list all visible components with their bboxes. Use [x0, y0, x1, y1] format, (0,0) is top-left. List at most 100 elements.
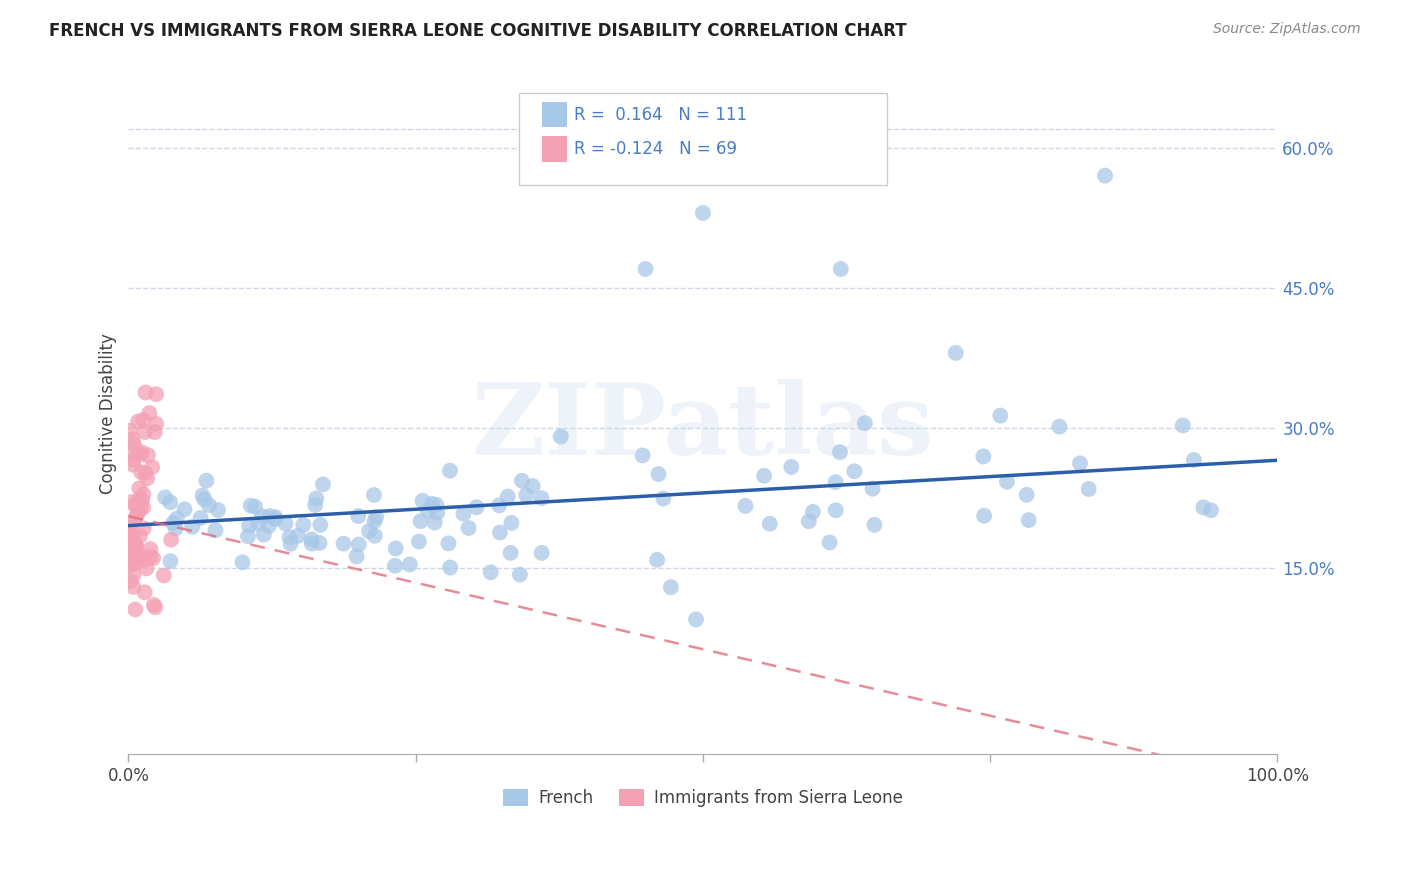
Point: [127, 414, 149, 428]
Point: [652, 491, 675, 506]
Text: Source: ZipAtlas.com: Source: ZipAtlas.com: [1213, 22, 1361, 37]
Point: [439, 464, 461, 478]
Point: [134, 553, 156, 567]
Point: [479, 566, 502, 580]
Point: [136, 471, 159, 485]
Point: [364, 529, 387, 543]
Point: [530, 491, 553, 505]
Point: [243, 500, 266, 514]
Point: [853, 416, 876, 430]
Point: [801, 505, 824, 519]
Point: [252, 509, 274, 524]
Point: [398, 558, 420, 572]
Point: [489, 525, 512, 540]
Point: [122, 452, 145, 467]
Point: [246, 516, 269, 531]
Point: [522, 479, 544, 493]
Y-axis label: Cognitive Disability: Cognitive Disability: [100, 333, 117, 494]
Point: [423, 516, 446, 530]
Point: [121, 538, 143, 552]
Point: [439, 560, 461, 574]
Point: [347, 537, 370, 551]
Point: [127, 506, 149, 520]
Point: [122, 540, 145, 554]
Point: [190, 511, 212, 525]
Point: [122, 557, 145, 571]
Point: [239, 499, 262, 513]
FancyBboxPatch shape: [543, 102, 568, 128]
Point: [204, 523, 226, 537]
Text: ZIPatlas: ZIPatlas: [471, 379, 934, 475]
Point: [121, 538, 143, 552]
Point: [193, 492, 215, 507]
Point: [259, 509, 281, 524]
Point: [139, 549, 162, 564]
Point: [824, 503, 846, 517]
Point: [120, 525, 142, 540]
Point: [305, 491, 328, 506]
Point: [844, 464, 866, 478]
Point: [988, 409, 1011, 423]
Point: [207, 503, 229, 517]
Point: [132, 500, 155, 515]
Point: [437, 536, 460, 550]
Point: [129, 549, 152, 563]
Point: [231, 555, 253, 569]
Point: [945, 346, 967, 360]
Text: R = -0.124   N = 69: R = -0.124 N = 69: [574, 139, 737, 158]
Point: [253, 527, 276, 541]
Point: [152, 568, 174, 582]
Point: [131, 493, 153, 508]
Point: [425, 498, 447, 512]
Point: [332, 536, 354, 550]
Point: [510, 474, 533, 488]
Point: [824, 475, 846, 489]
Point: [173, 502, 195, 516]
Point: [125, 539, 148, 553]
Point: [120, 550, 142, 565]
Point: [122, 538, 145, 552]
Point: [412, 493, 434, 508]
Point: [1182, 453, 1205, 467]
Point: [121, 433, 143, 447]
Point: [1094, 169, 1116, 183]
Point: [132, 521, 155, 535]
Point: [818, 535, 841, 549]
Point: [1018, 513, 1040, 527]
Point: [692, 206, 714, 220]
Point: [181, 520, 204, 534]
Point: [995, 475, 1018, 489]
Point: [278, 530, 301, 544]
Point: [121, 553, 143, 567]
Point: [634, 262, 657, 277]
Point: [129, 448, 152, 462]
Point: [457, 521, 479, 535]
Point: [501, 516, 523, 530]
Point: [145, 417, 167, 431]
Point: [132, 487, 155, 501]
Point: [384, 558, 406, 573]
Point: [159, 495, 181, 509]
Point: [550, 429, 572, 443]
Point: [1069, 456, 1091, 470]
Point: [160, 533, 183, 547]
Point: [118, 558, 141, 572]
Point: [309, 517, 332, 532]
Point: [685, 612, 707, 626]
Point: [384, 541, 406, 556]
Point: [301, 533, 323, 547]
Point: [134, 385, 156, 400]
Legend: French, Immigrants from Sierra Leone: French, Immigrants from Sierra Leone: [496, 782, 910, 814]
Point: [647, 467, 669, 481]
Point: [139, 542, 162, 557]
Point: [509, 567, 531, 582]
Point: [264, 512, 287, 526]
FancyBboxPatch shape: [519, 94, 887, 186]
Point: [465, 500, 488, 515]
Point: [138, 406, 160, 420]
Point: [125, 541, 148, 555]
Point: [408, 534, 430, 549]
Point: [238, 518, 260, 533]
Point: [236, 529, 259, 543]
Point: [166, 511, 188, 525]
